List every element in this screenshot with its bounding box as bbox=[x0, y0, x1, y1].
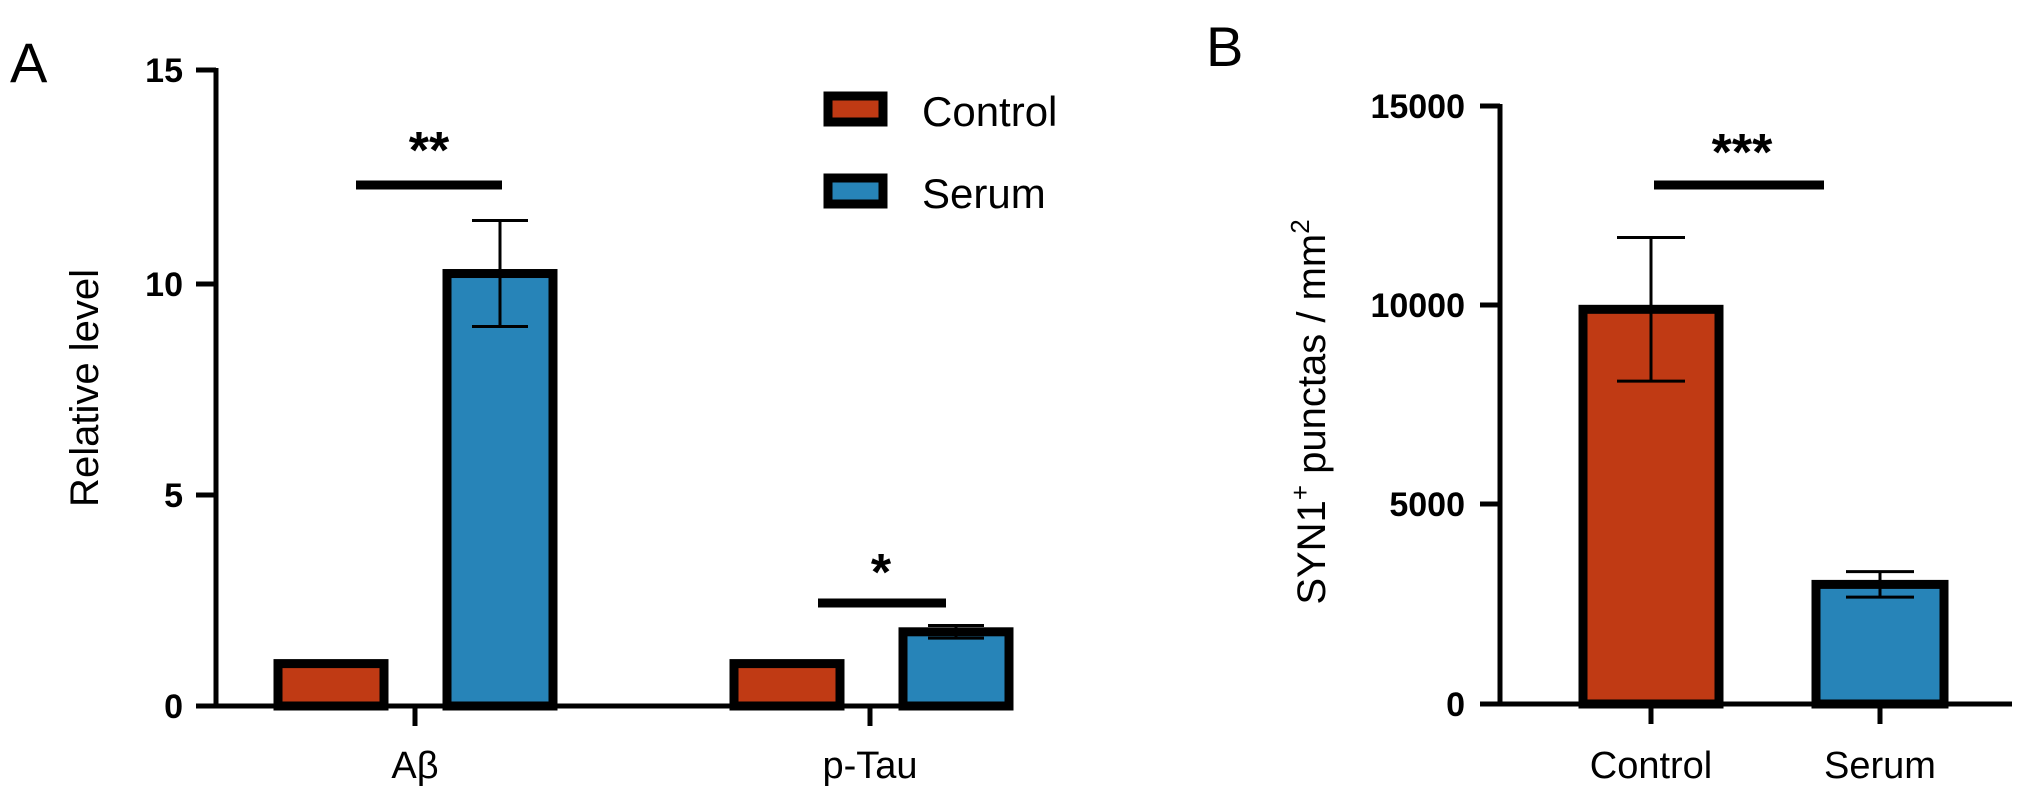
panel-a-bar-abeta-control bbox=[273, 659, 389, 711]
panel-b: B SYN1+ punctas / mm2 0 5000 10000 15000… bbox=[1206, 15, 2012, 787]
legend-swatch-serum bbox=[823, 173, 888, 209]
panel-a-y-tick-label-15: 15 bbox=[145, 52, 183, 90]
panel-a-error-bar-abeta-serum bbox=[472, 219, 528, 329]
panel-a-bar-abeta-serum bbox=[442, 269, 558, 711]
panel-a-y-tick-label-0: 0 bbox=[164, 688, 183, 726]
panel-b-label: B bbox=[1206, 15, 1243, 78]
legend-label-control: Control bbox=[922, 88, 1057, 135]
panel-a-bar-ptau-control bbox=[729, 659, 845, 711]
panel-a-y-tick-label-10: 10 bbox=[145, 266, 183, 304]
panel-b-y-tick-label-5000: 5000 bbox=[1389, 486, 1465, 524]
panel-a-legend: Control Serum bbox=[823, 88, 1057, 217]
panel-a-category-abeta: Aβ bbox=[391, 745, 438, 787]
panel-b-category-control: Control bbox=[1590, 745, 1713, 787]
panel-b-error-bar-control bbox=[1617, 236, 1685, 383]
panel-b-y-tick-label-15000: 15000 bbox=[1370, 88, 1465, 126]
panel-b-significance: *** bbox=[1712, 124, 1773, 182]
panel-a-category-ptau: p-Tau bbox=[822, 745, 917, 787]
panel-a-significance-ptau: * bbox=[871, 544, 892, 602]
panel-b-category-serum: Serum bbox=[1824, 745, 1936, 787]
panel-a-significance-abeta: ** bbox=[409, 122, 450, 180]
panel-a: A Relative level 0 5 10 15 Aβ p-Tau ** * bbox=[10, 31, 1057, 787]
panel-b-bar-serum bbox=[1811, 579, 1949, 709]
panel-a-error-bar-ptau-serum bbox=[928, 623, 984, 640]
panel-a-y-tick-label-5: 5 bbox=[164, 477, 183, 515]
panel-a-y-axis-label: Relative level bbox=[63, 269, 107, 507]
panel-b-error-bar-serum bbox=[1846, 570, 1914, 599]
panel-b-y-tick-label-0: 0 bbox=[1446, 686, 1465, 724]
panel-a-label: A bbox=[10, 31, 48, 94]
legend-swatch-control bbox=[823, 91, 888, 127]
panel-b-y-tick-label-10000: 10000 bbox=[1370, 287, 1465, 325]
panel-b-y-axis-label: SYN1+ punctas / mm2 bbox=[1285, 219, 1334, 604]
legend-label-serum: Serum bbox=[922, 170, 1046, 217]
panel-a-bar-ptau-serum bbox=[898, 627, 1014, 711]
